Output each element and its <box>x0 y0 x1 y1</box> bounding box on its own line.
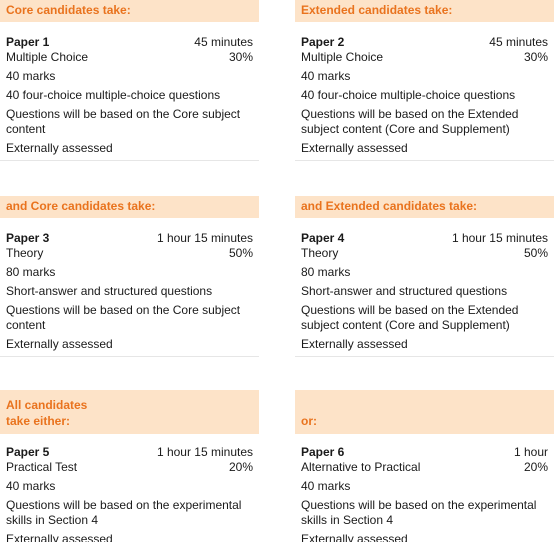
paper-duration: 45 minutes <box>194 35 253 49</box>
paper-assessment: Externally assessed <box>6 532 113 542</box>
card-header: Core candidates take: <box>0 0 259 22</box>
paper-duration: 1 hour 15 minutes <box>451 231 548 245</box>
paper-weight: 20% <box>228 460 253 474</box>
card-header-text: or: <box>301 414 317 428</box>
paper-2-card: Extended candidates take: Paper 2 45 min… <box>295 0 554 161</box>
paper-title: Paper 6 <box>301 445 345 459</box>
paper-type: Alternative to Practical <box>301 460 421 474</box>
paper-format: 40 four-choice multiple-choice questions <box>301 88 516 102</box>
paper-assessment: Externally assessed <box>6 141 113 155</box>
card-body: Paper 6 1 hour Alternative to Practical … <box>295 434 554 542</box>
paper-marks: 40 marks <box>301 479 351 493</box>
card-header: All candidates take either: <box>0 390 112 434</box>
card-header-fill <box>112 390 259 434</box>
card-header-text: All candidates take either: <box>6 398 88 428</box>
paper-format: 40 four-choice multiple-choice questions <box>6 88 221 102</box>
paper-marks: 80 marks <box>6 265 56 279</box>
paper-content: Questions will be based on the Extended … <box>301 107 519 136</box>
paper-type: Practical Test <box>6 460 78 474</box>
paper-title: Paper 4 <box>301 231 345 245</box>
paper-weight: 20% <box>523 460 548 474</box>
card-body: Paper 3 1 hour 15 minutes Theory 50% 80 … <box>0 218 259 357</box>
paper-duration: 1 hour 15 minutes <box>156 231 253 245</box>
card-header: and Extended candidates take: <box>295 196 554 218</box>
paper-duration: 1 hour 15 minutes <box>156 445 253 459</box>
paper-weight: 30% <box>228 50 253 64</box>
card-header: and Core candidates take: <box>0 196 259 218</box>
paper-type: Theory <box>6 246 44 260</box>
paper-title: Paper 2 <box>301 35 345 49</box>
paper-assessment: Externally assessed <box>6 337 113 351</box>
paper-content: Questions will be based on the experimen… <box>6 498 242 527</box>
paper-title: Paper 5 <box>6 445 50 459</box>
paper-3-card: and Core candidates take: Paper 3 1 hour… <box>0 196 259 357</box>
paper-5-card: All candidates take either: Paper 5 1 ho… <box>0 390 259 542</box>
card-body: Paper 2 45 minutes Multiple Choice 30% 4… <box>295 22 554 161</box>
paper-title: Paper 1 <box>6 35 50 49</box>
paper-marks: 80 marks <box>301 265 351 279</box>
card-body: Paper 4 1 hour 15 minutes Theory 50% 80 … <box>295 218 554 357</box>
card-header: or: <box>295 390 554 434</box>
paper-format: Short-answer and structured questions <box>6 284 213 298</box>
paper-assessment: Externally assessed <box>301 532 408 542</box>
paper-assessment: Externally assessed <box>301 141 408 155</box>
paper-type: Multiple Choice <box>301 50 384 64</box>
paper-type: Multiple Choice <box>6 50 89 64</box>
paper-weight: 30% <box>523 50 548 64</box>
card-body: Paper 5 1 hour 15 minutes Practical Test… <box>0 434 259 542</box>
paper-type: Theory <box>301 246 339 260</box>
paper-marks: 40 marks <box>6 69 56 83</box>
paper-content: Questions will be based on the Extended … <box>301 303 519 332</box>
paper-6-card: or: Paper 6 1 hour Alternative to Practi… <box>295 390 554 542</box>
paper-duration: 45 minutes <box>489 35 548 49</box>
paper-duration: 1 hour <box>513 445 548 459</box>
paper-content: Questions will be based on the experimen… <box>301 498 537 527</box>
paper-content: Questions will be based on the Core subj… <box>6 107 241 136</box>
paper-marks: 40 marks <box>301 69 351 83</box>
paper-marks: 40 marks <box>6 479 56 493</box>
paper-4-card: and Extended candidates take: Paper 4 1 … <box>295 196 554 357</box>
paper-1-card: Core candidates take: Paper 1 45 minutes… <box>0 0 259 161</box>
card-header: Extended candidates take: <box>295 0 554 22</box>
paper-title: Paper 3 <box>6 231 50 245</box>
card-body: Paper 1 45 minutes Multiple Choice 30% 4… <box>0 22 259 161</box>
paper-weight: 50% <box>228 246 253 260</box>
paper-assessment: Externally assessed <box>301 337 408 351</box>
paper-weight: 50% <box>523 246 548 260</box>
paper-format: Short-answer and structured questions <box>301 284 508 298</box>
paper-content: Questions will be based on the Core subj… <box>6 303 241 332</box>
